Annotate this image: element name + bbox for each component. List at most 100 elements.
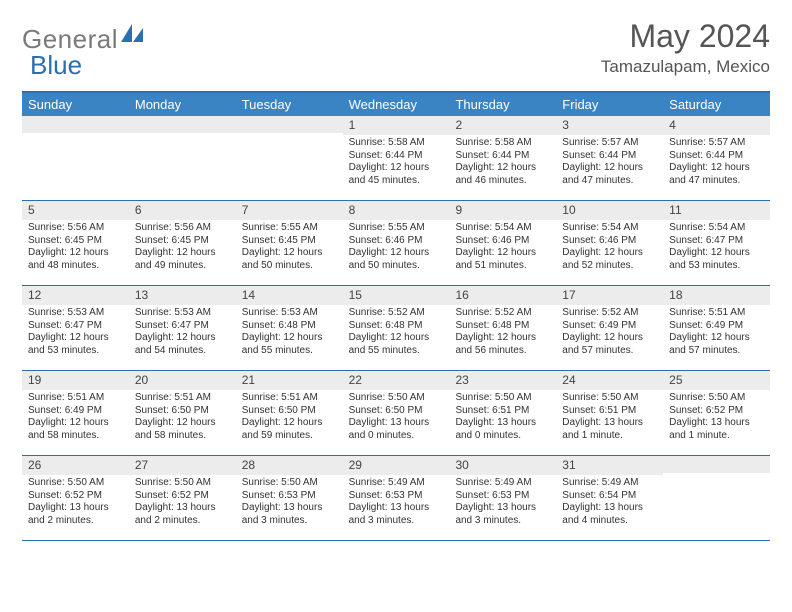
sunset-line: Sunset: 6:49 PM	[562, 320, 657, 333]
calendar-day-cell: 21Sunrise: 5:51 AMSunset: 6:50 PMDayligh…	[236, 371, 343, 455]
daylight-line: Daylight: 12 hours and 55 minutes.	[242, 332, 337, 357]
day-details: Sunrise: 5:54 AMSunset: 6:46 PMDaylight:…	[556, 220, 663, 276]
daylight-line: Daylight: 13 hours and 2 minutes.	[28, 502, 123, 527]
daylight-line: Daylight: 12 hours and 50 minutes.	[349, 247, 444, 272]
day-number: 9	[449, 201, 556, 220]
calendar-day-cell	[129, 116, 236, 200]
sunrise-line: Sunrise: 5:57 AM	[669, 137, 764, 150]
day-details: Sunrise: 5:51 AMSunset: 6:50 PMDaylight:…	[129, 390, 236, 446]
day-number: 5	[22, 201, 129, 220]
calendar-day-cell: 8Sunrise: 5:55 AMSunset: 6:46 PMDaylight…	[343, 201, 450, 285]
sunrise-line: Sunrise: 5:54 AM	[562, 222, 657, 235]
day-number: 2	[449, 116, 556, 135]
sunset-line: Sunset: 6:44 PM	[562, 150, 657, 163]
day-number: 13	[129, 286, 236, 305]
calendar-day-cell: 7Sunrise: 5:55 AMSunset: 6:45 PMDaylight…	[236, 201, 343, 285]
sunrise-line: Sunrise: 5:50 AM	[669, 392, 764, 405]
daylight-line: Daylight: 13 hours and 3 minutes.	[242, 502, 337, 527]
day-details: Sunrise: 5:52 AMSunset: 6:48 PMDaylight:…	[449, 305, 556, 361]
day-details: Sunrise: 5:55 AMSunset: 6:46 PMDaylight:…	[343, 220, 450, 276]
day-details: Sunrise: 5:49 AMSunset: 6:54 PMDaylight:…	[556, 475, 663, 531]
sunset-line: Sunset: 6:46 PM	[455, 235, 550, 248]
calendar-day-cell: 25Sunrise: 5:50 AMSunset: 6:52 PMDayligh…	[663, 371, 770, 455]
daylight-line: Daylight: 12 hours and 48 minutes.	[28, 247, 123, 272]
day-details: Sunrise: 5:53 AMSunset: 6:47 PMDaylight:…	[22, 305, 129, 361]
sunset-line: Sunset: 6:45 PM	[242, 235, 337, 248]
calendar-day-cell: 15Sunrise: 5:52 AMSunset: 6:48 PMDayligh…	[343, 286, 450, 370]
sunrise-line: Sunrise: 5:49 AM	[562, 477, 657, 490]
calendar: SundayMondayTuesdayWednesdayThursdayFrid…	[22, 91, 770, 541]
daylight-line: Daylight: 13 hours and 4 minutes.	[562, 502, 657, 527]
calendar-day-cell: 31Sunrise: 5:49 AMSunset: 6:54 PMDayligh…	[556, 456, 663, 540]
day-number: 17	[556, 286, 663, 305]
sunrise-line: Sunrise: 5:55 AM	[242, 222, 337, 235]
sunset-line: Sunset: 6:54 PM	[562, 490, 657, 503]
daylight-line: Daylight: 13 hours and 2 minutes.	[135, 502, 230, 527]
sunset-line: Sunset: 6:50 PM	[349, 405, 444, 418]
calendar-week-row: 1Sunrise: 5:58 AMSunset: 6:44 PMDaylight…	[22, 116, 770, 201]
daylight-line: Daylight: 13 hours and 1 minute.	[562, 417, 657, 442]
day-details: Sunrise: 5:57 AMSunset: 6:44 PMDaylight:…	[663, 135, 770, 191]
sunrise-line: Sunrise: 5:51 AM	[28, 392, 123, 405]
day-number: 28	[236, 456, 343, 475]
sunset-line: Sunset: 6:53 PM	[349, 490, 444, 503]
daylight-line: Daylight: 12 hours and 59 minutes.	[242, 417, 337, 442]
sunrise-line: Sunrise: 5:56 AM	[135, 222, 230, 235]
sunrise-line: Sunrise: 5:54 AM	[455, 222, 550, 235]
calendar-day-cell: 26Sunrise: 5:50 AMSunset: 6:52 PMDayligh…	[22, 456, 129, 540]
day-details	[129, 133, 236, 139]
sunset-line: Sunset: 6:45 PM	[28, 235, 123, 248]
sunrise-line: Sunrise: 5:50 AM	[349, 392, 444, 405]
day-number: 19	[22, 371, 129, 390]
sunset-line: Sunset: 6:44 PM	[669, 150, 764, 163]
daylight-line: Daylight: 12 hours and 45 minutes.	[349, 162, 444, 187]
day-details: Sunrise: 5:51 AMSunset: 6:49 PMDaylight:…	[663, 305, 770, 361]
day-details: Sunrise: 5:56 AMSunset: 6:45 PMDaylight:…	[22, 220, 129, 276]
calendar-day-cell: 11Sunrise: 5:54 AMSunset: 6:47 PMDayligh…	[663, 201, 770, 285]
calendar-day-cell	[22, 116, 129, 200]
sunrise-line: Sunrise: 5:53 AM	[135, 307, 230, 320]
sunset-line: Sunset: 6:45 PM	[135, 235, 230, 248]
calendar-day-cell: 2Sunrise: 5:58 AMSunset: 6:44 PMDaylight…	[449, 116, 556, 200]
sunrise-line: Sunrise: 5:50 AM	[455, 392, 550, 405]
day-number: 26	[22, 456, 129, 475]
daylight-line: Daylight: 12 hours and 52 minutes.	[562, 247, 657, 272]
sunrise-line: Sunrise: 5:51 AM	[135, 392, 230, 405]
daylight-line: Daylight: 12 hours and 58 minutes.	[28, 417, 123, 442]
day-details: Sunrise: 5:50 AMSunset: 6:51 PMDaylight:…	[556, 390, 663, 446]
calendar-day-cell	[236, 116, 343, 200]
day-number: 31	[556, 456, 663, 475]
daylight-line: Daylight: 12 hours and 57 minutes.	[562, 332, 657, 357]
sunset-line: Sunset: 6:47 PM	[669, 235, 764, 248]
calendar-week-row: 26Sunrise: 5:50 AMSunset: 6:52 PMDayligh…	[22, 456, 770, 541]
day-number: 21	[236, 371, 343, 390]
sunset-line: Sunset: 6:51 PM	[562, 405, 657, 418]
sunset-line: Sunset: 6:50 PM	[135, 405, 230, 418]
sunrise-line: Sunrise: 5:52 AM	[455, 307, 550, 320]
calendar-day-cell: 23Sunrise: 5:50 AMSunset: 6:51 PMDayligh…	[449, 371, 556, 455]
sunrise-line: Sunrise: 5:54 AM	[669, 222, 764, 235]
day-number: 25	[663, 371, 770, 390]
sunrise-line: Sunrise: 5:55 AM	[349, 222, 444, 235]
calendar-day-cell	[663, 456, 770, 540]
day-details	[236, 133, 343, 139]
weekday-header-cell: Monday	[129, 93, 236, 116]
sunrise-line: Sunrise: 5:49 AM	[349, 477, 444, 490]
sunset-line: Sunset: 6:47 PM	[135, 320, 230, 333]
sunset-line: Sunset: 6:50 PM	[242, 405, 337, 418]
day-details: Sunrise: 5:51 AMSunset: 6:50 PMDaylight:…	[236, 390, 343, 446]
day-number	[236, 116, 343, 133]
brand-sail-icon	[121, 24, 143, 49]
day-details: Sunrise: 5:49 AMSunset: 6:53 PMDaylight:…	[449, 475, 556, 531]
sunset-line: Sunset: 6:47 PM	[28, 320, 123, 333]
daylight-line: Daylight: 12 hours and 50 minutes.	[242, 247, 337, 272]
day-number	[663, 456, 770, 473]
daylight-line: Daylight: 12 hours and 54 minutes.	[135, 332, 230, 357]
calendar-day-cell: 6Sunrise: 5:56 AMSunset: 6:45 PMDaylight…	[129, 201, 236, 285]
day-number: 30	[449, 456, 556, 475]
sunset-line: Sunset: 6:52 PM	[669, 405, 764, 418]
day-number	[22, 116, 129, 133]
sunrise-line: Sunrise: 5:57 AM	[562, 137, 657, 150]
calendar-day-cell: 30Sunrise: 5:49 AMSunset: 6:53 PMDayligh…	[449, 456, 556, 540]
sunset-line: Sunset: 6:44 PM	[455, 150, 550, 163]
